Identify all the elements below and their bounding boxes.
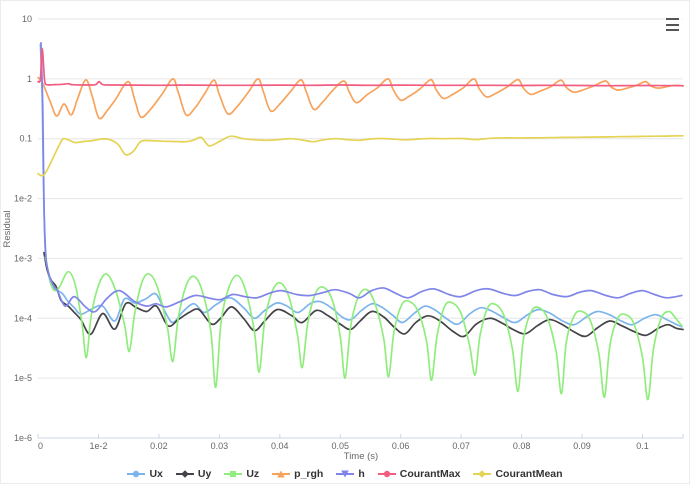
series-line-Ux[interactable] xyxy=(39,43,683,328)
legend-label: Ux xyxy=(149,468,163,480)
series-lines xyxy=(37,41,684,401)
x-tick-label: 0.03 xyxy=(211,441,229,451)
legend-label: CourantMax xyxy=(399,468,461,480)
x-tick-label: 0.06 xyxy=(392,441,410,451)
hamburger-icon xyxy=(666,23,679,26)
x-tick-label: 0.07 xyxy=(452,441,470,451)
chart-legend: Ux Uy Uz p_rgh h CourantMax CourantMean xyxy=(1,468,689,480)
legend-marker-square-icon xyxy=(224,471,243,477)
x-tick-label: 0 xyxy=(38,441,43,451)
hamburger-icon xyxy=(666,18,679,20)
series-line-h[interactable] xyxy=(40,41,683,313)
legend-item-CourantMean[interactable]: CourantMean xyxy=(473,468,563,480)
legend-item-p_rgh[interactable]: p_rgh xyxy=(272,468,323,480)
y-tick-label: 1e-4 xyxy=(14,313,32,323)
legend-marker-diamond-icon xyxy=(473,470,492,478)
legend-marker-circle-icon xyxy=(127,470,146,478)
x-tick-label: 1e-2 xyxy=(89,441,107,451)
series-line-CourantMax[interactable] xyxy=(37,47,684,87)
legend-label: h xyxy=(358,468,365,480)
hamburger-icon xyxy=(666,29,679,31)
x-tick-label: 0.09 xyxy=(573,441,591,451)
x-tick-label: 0.04 xyxy=(271,441,289,451)
legend-label: CourantMean xyxy=(495,468,563,480)
legend-marker-circle-icon xyxy=(377,470,396,478)
y-tick-label: 0.1 xyxy=(19,134,32,144)
legend-item-h[interactable]: h xyxy=(336,468,365,480)
x-tick-label: 0.1 xyxy=(636,441,649,451)
legend-label: Uy xyxy=(197,468,212,480)
x-tick-label: 0.08 xyxy=(513,441,531,451)
legend-label: p_rgh xyxy=(294,468,324,480)
y-tick-label: 1e-3 xyxy=(14,253,32,263)
series-line-Uy[interactable] xyxy=(43,251,684,338)
y-tick-label: 10 xyxy=(22,14,32,24)
y-tick-label: 1e-2 xyxy=(14,194,32,204)
legend-label: Uz xyxy=(246,468,260,480)
legend-marker-triangle-icon xyxy=(272,470,291,478)
series-line-Uz[interactable] xyxy=(44,256,683,401)
legend-marker-triangle-down-icon xyxy=(336,470,355,478)
x-tick-label: 0.05 xyxy=(331,441,349,451)
x-axis-title: Time (s) xyxy=(344,451,378,462)
legend-item-Uy[interactable]: Uy xyxy=(175,468,212,480)
y-tick-label: 1 xyxy=(27,74,32,84)
chart-menu-button[interactable] xyxy=(665,17,682,32)
axes: 0 1e-2 0.02 0.03 0.04 0.05 0.06 0.07 0.08 0.09 0.1 xyxy=(37,434,684,451)
y-axis-title: Residual xyxy=(2,211,13,248)
legend-item-Ux[interactable]: Ux xyxy=(127,468,163,480)
legend-marker-diamond-icon xyxy=(175,470,194,478)
y-tick-label: 1e-5 xyxy=(14,373,32,383)
gridlines: 10 1 0.1 1e-2 1e-3 1e-4 1e-5 1e-6 xyxy=(14,14,683,443)
x-tick-label: 0.02 xyxy=(150,441,168,451)
legend-item-Uz[interactable]: Uz xyxy=(224,468,259,480)
series-line-p_rgh[interactable] xyxy=(37,76,684,120)
y-tick-label: 1e-6 xyxy=(14,433,32,443)
series-line-CourantMean[interactable] xyxy=(37,134,684,177)
legend-item-CourantMax[interactable]: CourantMax xyxy=(377,468,461,480)
